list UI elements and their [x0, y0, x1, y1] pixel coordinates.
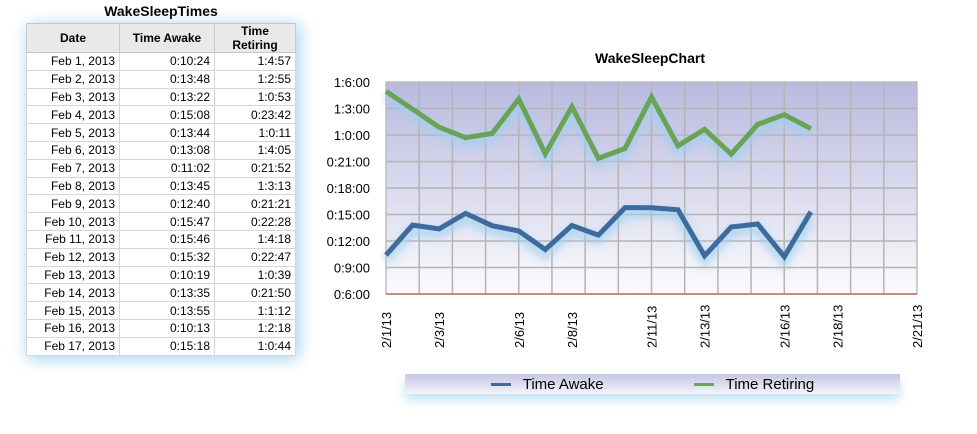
table-row: Feb 17, 2013 0:15:18 1:0:44 [26, 336, 296, 356]
x-tick-label: 2/18/13 [830, 305, 845, 348]
x-tick-label: 2/1/13 [379, 312, 394, 348]
y-tick-label: 0:15:00 [327, 208, 370, 223]
x-tick-label: 2/6/13 [512, 312, 527, 348]
cell-time-awake[interactable]: 0:13:55 [119, 301, 215, 320]
cell-time-awake[interactable]: 0:15:08 [119, 105, 215, 125]
cell-time-awake[interactable]: 0:13:48 [119, 69, 215, 89]
chart-legend: Time Awake Time Retiring [405, 374, 900, 394]
legend-swatch-time-awake [490, 382, 511, 386]
cell-time-awake[interactable]: 0:15:32 [119, 247, 215, 267]
table-row: Feb 13, 2013 0:10:19 1:0:39 [26, 265, 296, 285]
y-tick-label: 0:9:00 [334, 261, 370, 276]
x-tick-label: 2/8/13 [565, 312, 580, 348]
cell-time-retiring[interactable]: 1:0:39 [214, 265, 296, 285]
cell-time-retiring[interactable]: 1:0:44 [214, 336, 296, 356]
column-header-time-awake[interactable]: Time Awake [119, 23, 215, 53]
table-row: Feb 15, 2013 0:13:55 1:1:12 [26, 301, 296, 320]
cell-time-retiring[interactable]: 0:21:21 [214, 194, 296, 214]
table-row: Feb 14, 2013 0:13:35 0:21:50 [26, 283, 296, 303]
cell-time-retiring[interactable]: 1:0:11 [214, 123, 296, 142]
cell-date[interactable]: Feb 17, 2013 [26, 336, 120, 356]
cell-time-awake[interactable]: 0:10:13 [119, 318, 215, 338]
series-line-time-awake[interactable] [384, 205, 813, 262]
table-row: Feb 3, 2013 0:13:22 1:0:53 [26, 87, 296, 107]
legend-swatch-time-retiring [693, 382, 714, 386]
y-tick-label: 0:21:00 [327, 155, 370, 170]
x-axis-labels: 2/1/13 2/3/13 2/6/13 2/8/13 2/11/13 2/13/13 2/… [379, 305, 925, 348]
table-title: WakeSleepTimes [104, 3, 218, 19]
x-tick-label: 2/11/13 [645, 306, 660, 348]
y-tick-label: 0:18:00 [327, 181, 370, 196]
series-glow [383, 91, 814, 170]
y-tick-label: 0:6:00 [334, 287, 370, 302]
table-row: Feb 7, 2013 0:11:02 0:21:52 [26, 158, 296, 178]
cell-time-retiring[interactable]: 1:2:55 [214, 69, 296, 89]
table-row: Feb 2, 2013 0:13:48 1:2:55 [26, 69, 296, 89]
cell-date[interactable]: Feb 14, 2013 [26, 283, 120, 303]
cell-date[interactable]: Feb 7, 2013 [26, 158, 120, 178]
cell-time-retiring[interactable]: 1:2:18 [214, 318, 296, 338]
cell-date[interactable]: Feb 15, 2013 [26, 301, 120, 320]
cell-date[interactable]: Feb 16, 2013 [26, 318, 120, 338]
series-lines [382, 89, 816, 271]
cell-time-awake[interactable]: 0:12:40 [119, 194, 215, 214]
table-row: Feb 9, 2013 0:12:40 0:21:21 [26, 194, 296, 214]
cell-time-retiring[interactable]: 0:23:42 [214, 105, 296, 125]
cell-time-retiring[interactable]: 0:21:52 [214, 158, 296, 178]
cell-time-retiring[interactable]: 1:1:12 [214, 301, 296, 320]
series-glow [382, 207, 816, 271]
legend-item-time-retiring[interactable]: Time Retiring [693, 375, 815, 393]
cell-time-retiring[interactable]: 1:3:13 [214, 176, 296, 196]
y-tick-label: 1:0:00 [334, 128, 370, 143]
y-axis-labels: 0:6:00 0:9:00 0:12:00 0:15:00 0:18:00 0:21:00… [327, 75, 370, 302]
chart-title: WakeSleepChart [595, 50, 705, 66]
y-tick-label: 1:6:00 [334, 75, 370, 90]
cell-date[interactable]: Feb 4, 2013 [26, 105, 120, 125]
x-tick-label: 2/13/13 [698, 305, 713, 348]
column-header-date[interactable]: Date [26, 23, 120, 53]
table-row: Feb 8, 2013 0:13:45 1:3:13 [26, 176, 296, 196]
cell-date[interactable]: Feb 10, 2013 [26, 212, 120, 231]
table-header-row: Date Time Awake Time Retiring [26, 23, 296, 53]
cell-time-awake[interactable]: 0:15:18 [119, 336, 215, 356]
cell-date[interactable]: Feb 3, 2013 [26, 87, 120, 107]
data-table-container: Date Time Awake Time Retiring Feb 1, 201… [26, 23, 296, 356]
x-tick-label: 2/21/13 [910, 305, 925, 348]
data-table: Date Time Awake Time Retiring Feb 1, 201… [26, 23, 296, 356]
legend-item-time-awake[interactable]: Time Awake [490, 375, 604, 393]
table-row: Feb 16, 2013 0:10:13 1:2:18 [26, 318, 296, 338]
table-row: Feb 10, 2013 0:15:47 0:22:28 [26, 212, 296, 231]
cell-date[interactable]: Feb 12, 2013 [26, 247, 120, 267]
x-tick-label: 2/3/13 [432, 312, 447, 348]
y-tick-label: 0:12:00 [327, 234, 370, 249]
legend-label-time-retiring: Time Retiring [725, 375, 815, 393]
column-header-time-retiring[interactable]: Time Retiring [214, 23, 296, 53]
cell-date[interactable]: Feb 1, 2013 [26, 52, 120, 71]
y-tick-label: 1:3:00 [334, 102, 370, 117]
table-row: Feb 4, 2013 0:15:08 0:23:42 [26, 105, 296, 125]
legend-label-time-awake: Time Awake [522, 375, 604, 393]
series-line-time-retiring[interactable] [384, 89, 812, 162]
x-tick-label: 2/16/13 [777, 305, 792, 348]
cell-date[interactable]: Feb 8, 2013 [26, 176, 120, 196]
cell-time-awake[interactable]: 0:15:46 [119, 229, 215, 249]
cell-time-retiring[interactable]: 0:21:50 [214, 283, 296, 303]
cell-date[interactable]: Feb 5, 2013 [26, 123, 120, 142]
cell-time-retiring[interactable]: 0:22:28 [214, 212, 296, 231]
